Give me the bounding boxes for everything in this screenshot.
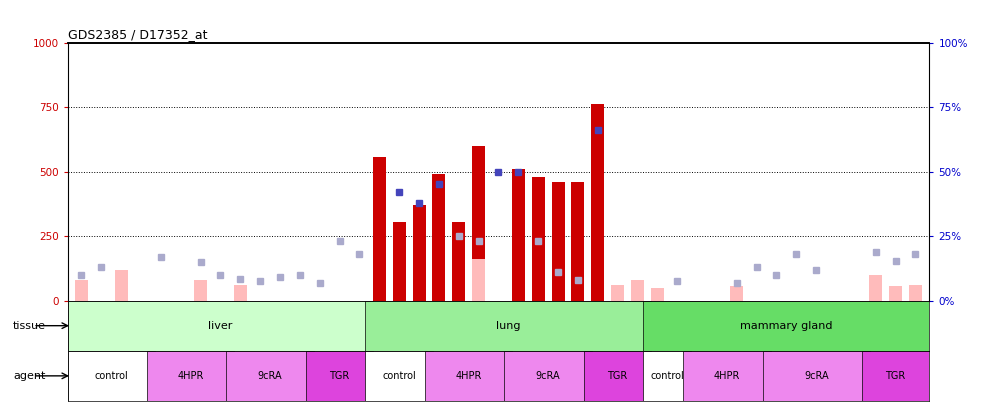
Bar [631, 280, 644, 301]
Text: TGR: TGR [607, 371, 628, 381]
Bar [731, 286, 744, 301]
Bar [611, 285, 624, 301]
Text: liver: liver [209, 321, 233, 330]
Text: 9cRA: 9cRA [536, 371, 561, 381]
Bar [147, 351, 235, 401]
Text: TGR: TGR [886, 371, 906, 381]
Bar [512, 169, 525, 301]
Text: 4HPR: 4HPR [714, 371, 741, 381]
Bar [504, 351, 591, 401]
Text: 9cRA: 9cRA [804, 371, 829, 381]
Bar [472, 259, 485, 301]
Bar [910, 285, 922, 301]
Bar [583, 351, 651, 401]
Bar [306, 351, 374, 401]
Bar [452, 222, 465, 301]
Bar [552, 182, 565, 301]
Bar [862, 351, 929, 401]
Text: tissue: tissue [13, 321, 46, 330]
Bar [194, 280, 207, 301]
Text: lung: lung [496, 321, 521, 330]
Bar [234, 285, 247, 301]
Bar [572, 182, 584, 301]
Bar [373, 158, 386, 301]
Bar [591, 104, 604, 301]
Bar [643, 351, 691, 401]
Bar [762, 351, 870, 401]
Bar [651, 288, 664, 301]
Text: control: control [650, 371, 684, 381]
Bar [683, 351, 770, 401]
Bar [68, 351, 155, 401]
Text: 4HPR: 4HPR [178, 371, 204, 381]
Text: GDS2385 / D17352_at: GDS2385 / D17352_at [68, 28, 207, 41]
Bar [227, 351, 314, 401]
Text: control: control [94, 371, 128, 381]
Text: TGR: TGR [329, 371, 350, 381]
Bar [643, 301, 929, 351]
Bar [366, 301, 651, 351]
Bar [870, 275, 883, 301]
Bar [366, 351, 433, 401]
Text: 4HPR: 4HPR [455, 371, 482, 381]
Text: 9cRA: 9cRA [257, 371, 282, 381]
Bar [413, 205, 425, 301]
Bar [890, 286, 903, 301]
Text: agent: agent [13, 371, 46, 381]
Bar [393, 222, 406, 301]
Bar [532, 177, 545, 301]
Bar [68, 301, 374, 351]
Bar [425, 351, 512, 401]
Bar [432, 174, 445, 301]
Bar [472, 146, 485, 301]
Bar [114, 270, 127, 301]
Text: mammary gland: mammary gland [741, 321, 833, 330]
Bar [75, 280, 87, 301]
Text: control: control [383, 371, 416, 381]
